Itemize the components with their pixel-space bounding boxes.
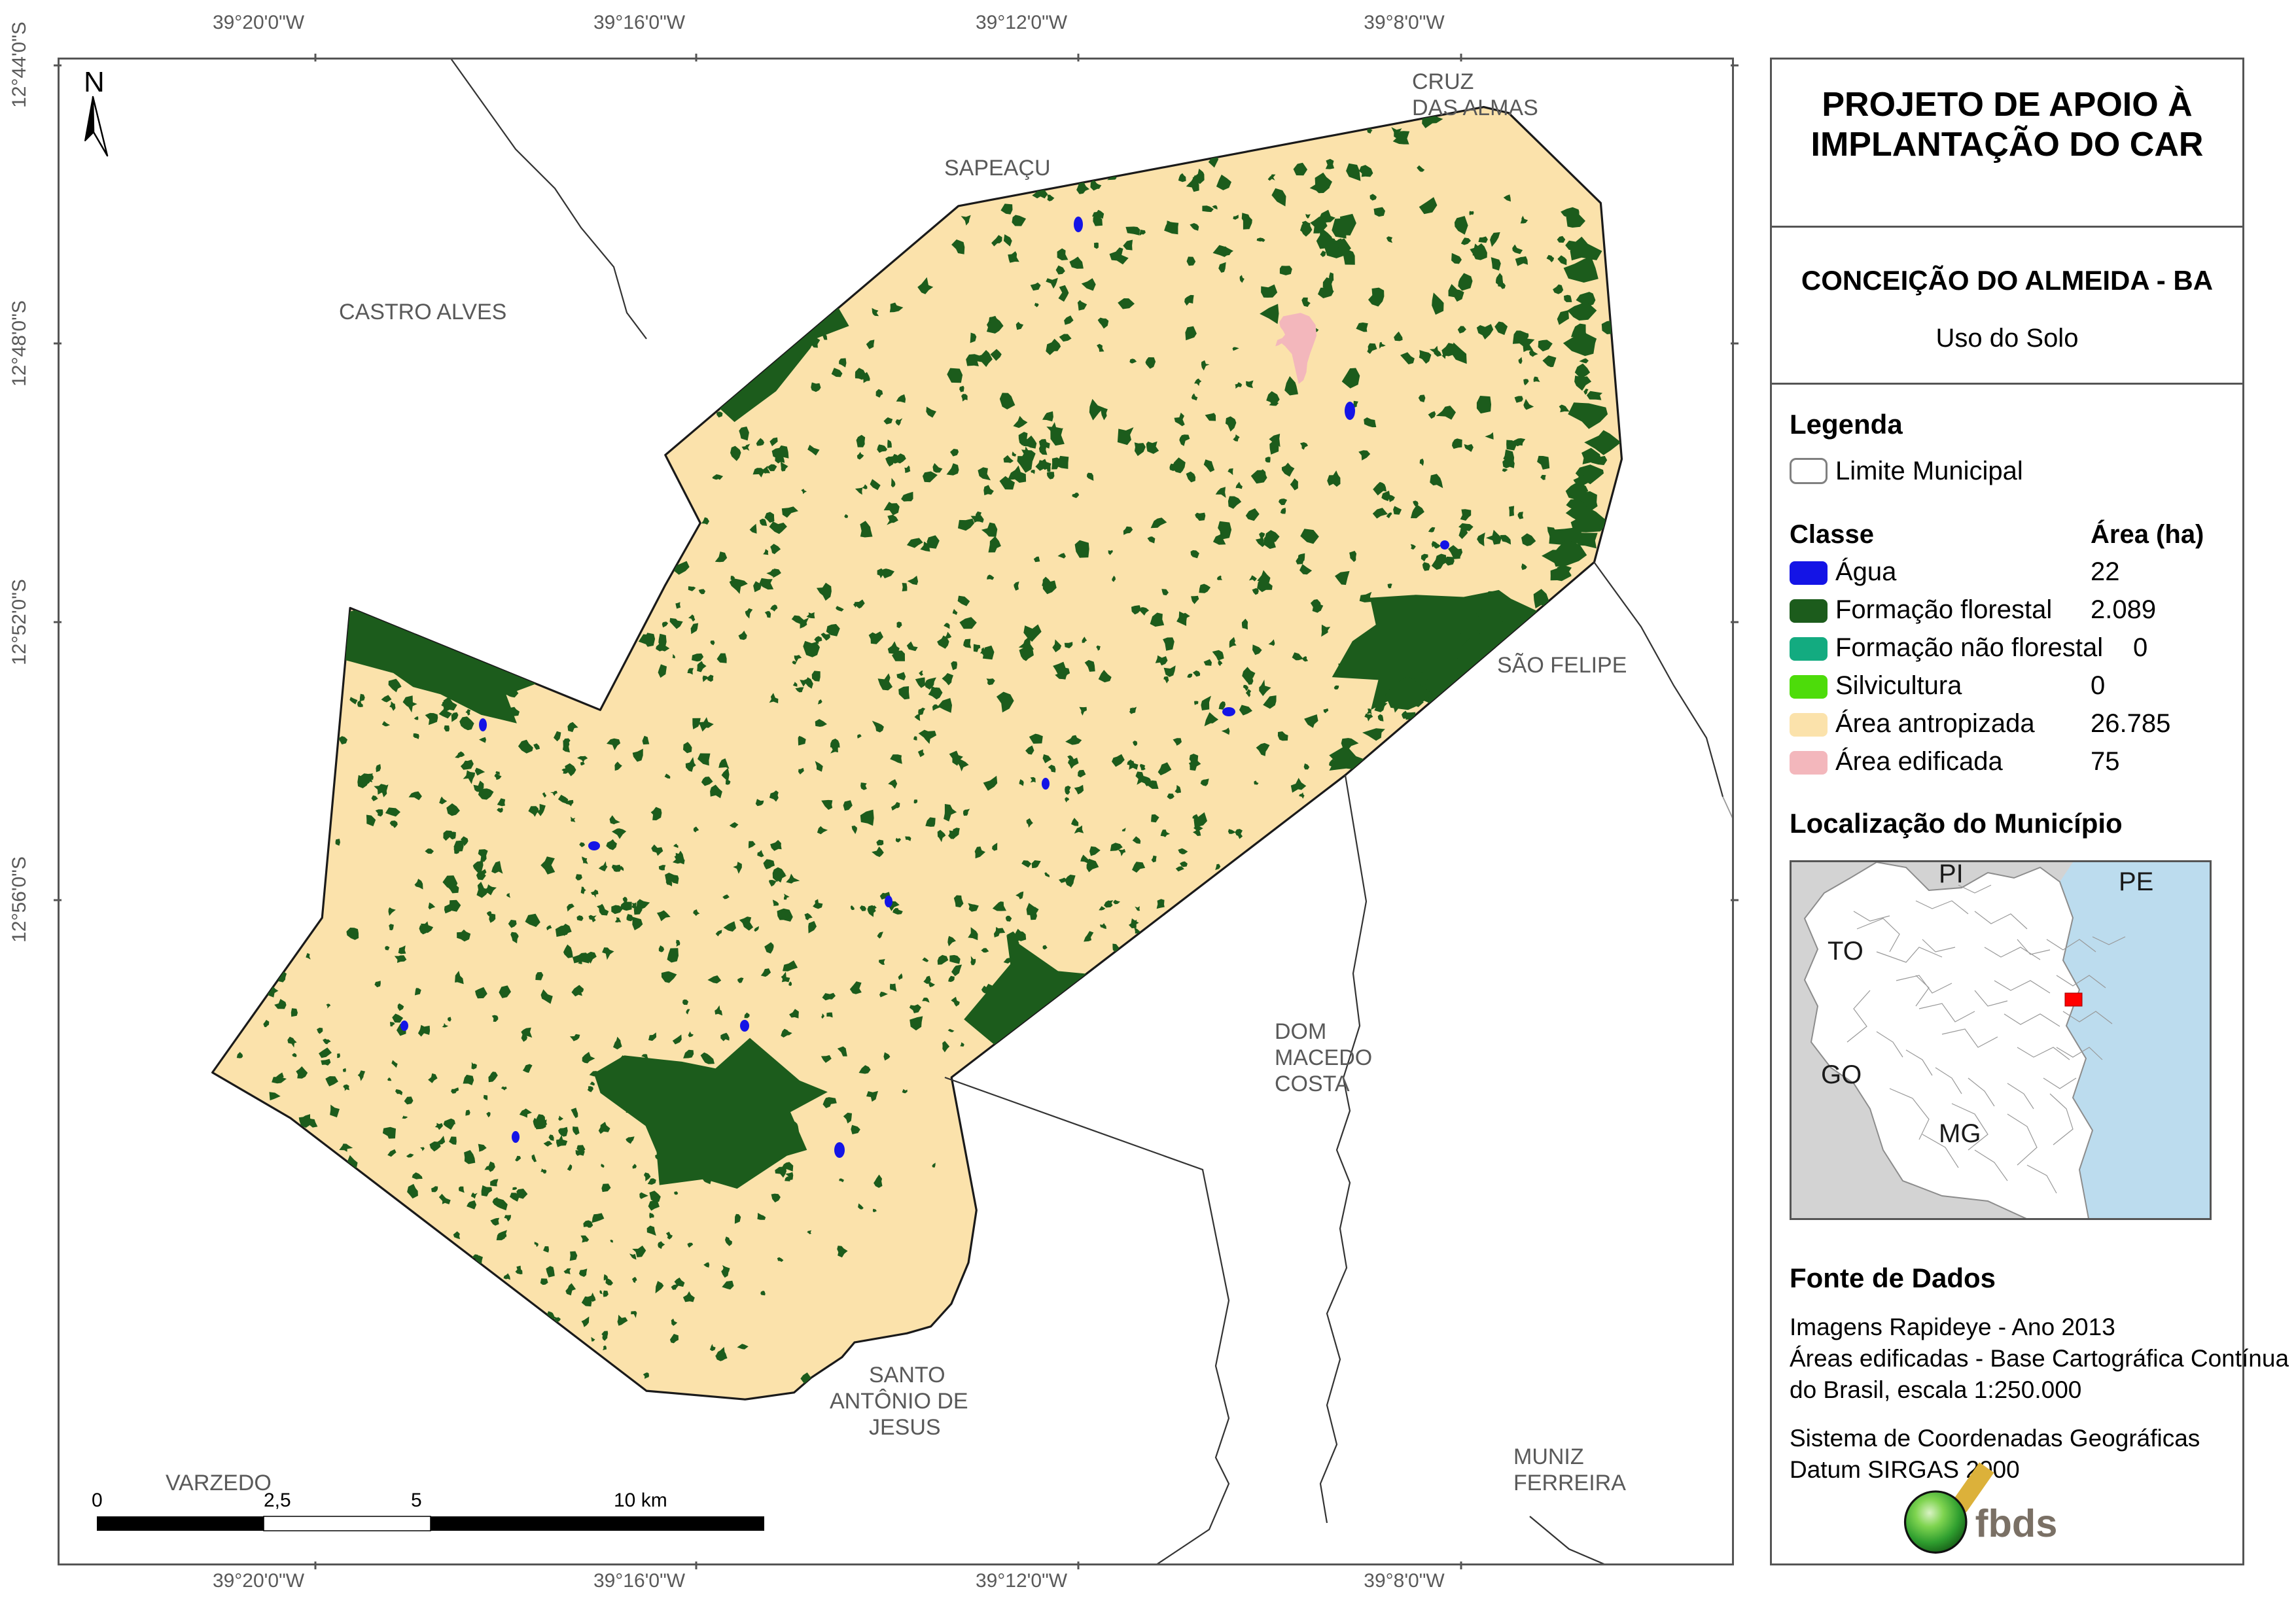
svg-text:CASTRO ALVES: CASTRO ALVES — [339, 300, 506, 324]
svg-text:PI: PI — [1939, 862, 1964, 888]
svg-text:fbds: fbds — [1975, 1501, 2058, 1545]
svg-text:ANTÔNIO DE: ANTÔNIO DE — [830, 1389, 968, 1414]
svg-text:N: N — [84, 66, 105, 98]
svg-text:0: 0 — [92, 1490, 103, 1511]
svg-text:PE: PE — [2119, 867, 2153, 896]
svg-text:CRUZ: CRUZ — [1412, 69, 1474, 94]
svg-text:FERREIRA: FERREIRA — [1513, 1471, 1626, 1495]
svg-text:COSTA: COSTA — [1275, 1072, 1350, 1096]
svg-text:MUNIZ: MUNIZ — [1513, 1444, 1584, 1469]
svg-text:GO: GO — [1821, 1060, 1862, 1089]
svg-text:VARZEDO: VARZEDO — [166, 1471, 272, 1495]
svg-text:DAS ALMAS: DAS ALMAS — [1412, 96, 1538, 120]
svg-text:DOM: DOM — [1275, 1019, 1326, 1044]
svg-text:SANTO: SANTO — [869, 1363, 945, 1387]
svg-text:SÃO FELIPE: SÃO FELIPE — [1497, 653, 1627, 678]
svg-text:JESUS: JESUS — [869, 1415, 941, 1440]
svg-text:MG: MG — [1939, 1119, 1981, 1148]
svg-text:TO: TO — [1828, 937, 1863, 966]
svg-text:2,5: 2,5 — [264, 1490, 291, 1511]
svg-text:10 km: 10 km — [614, 1490, 667, 1511]
svg-text:5: 5 — [411, 1490, 422, 1511]
svg-text:MACEDO: MACEDO — [1275, 1045, 1372, 1070]
svg-text:SAPEAÇU: SAPEAÇU — [944, 156, 1051, 181]
